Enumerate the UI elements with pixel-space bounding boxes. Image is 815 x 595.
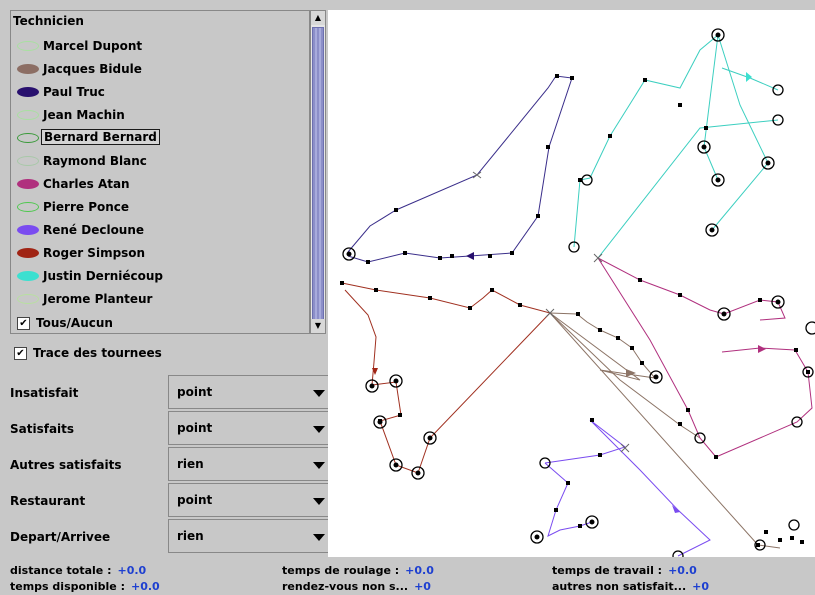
technician-item[interactable]: Pierre Ponce — [15, 196, 305, 218]
temps-travail: temps de travail : +0.0 — [552, 564, 697, 577]
technician-list-scrollbar[interactable]: ▲ ▼ — [310, 10, 326, 334]
technician-item[interactable]: Marcel Dupont — [15, 35, 305, 57]
technician-item[interactable]: Jerome Planteur — [15, 288, 305, 310]
temps-travail-value: +0.0 — [668, 564, 697, 577]
color-swatch-icon — [17, 41, 39, 51]
route-justin — [573, 34, 769, 248]
dropdown-arrow-icon — [313, 462, 325, 469]
route-jacques-bidule — [549, 312, 781, 549]
color-swatch-icon — [17, 156, 39, 166]
scroll-up-icon[interactable]: ▲ — [311, 11, 325, 25]
route-charles-atan — [597, 257, 786, 321]
dropdown-arrow-icon — [313, 426, 325, 433]
option-label: Depart/Arrivee — [10, 530, 111, 544]
rdv-non-satisfaits-value: +0 — [414, 580, 431, 593]
distance-totale: distance totale : +0.0 — [10, 564, 147, 577]
technician-item[interactable]: Paul Truc — [15, 81, 305, 103]
dropdown-arrow-icon — [313, 534, 325, 541]
route-justin-d — [721, 67, 779, 91]
technician-list: Technicien Marcel Dupont Jacques Bidule … — [10, 10, 310, 334]
route-map-canvas — [340, 28, 815, 557]
technician-item[interactable]: Roger Simpson — [15, 242, 305, 264]
option-row-restaurant: Restaurant point — [10, 483, 334, 517]
route-rene-decloune — [544, 419, 711, 557]
route-roger-simpson — [341, 282, 551, 474]
color-swatch-icon — [17, 64, 39, 74]
option-label: Restaurant — [10, 494, 86, 508]
color-swatch-icon — [17, 294, 39, 304]
route-map[interactable] — [328, 10, 815, 557]
color-swatch-icon — [17, 225, 39, 235]
temps-disponible: temps disponible : +0.0 — [10, 580, 160, 593]
technician-item[interactable]: Charles Atan — [15, 173, 305, 195]
all-none-checkbox[interactable]: ✔ — [17, 317, 30, 330]
route-justin-b — [597, 119, 779, 259]
color-swatch-icon — [17, 271, 39, 281]
technician-item[interactable]: Jean Machin — [15, 104, 305, 126]
route-paul-truc — [347, 75, 573, 263]
autres-non-satisfaits: autres non satisfait... +0 — [552, 580, 710, 593]
rdv-non-satisfaits: rendez-vous non s... +0 — [282, 580, 431, 593]
control-panel: Technicien Marcel Dupont Jacques Bidule … — [0, 0, 334, 557]
distance-totale-value: +0.0 — [117, 564, 147, 577]
option-row-autres-satisfaits: Autres satisfaits rien — [10, 447, 334, 481]
route-rene-decloune-b — [544, 462, 593, 537]
color-swatch-icon — [17, 110, 39, 120]
color-swatch-icon — [17, 248, 39, 258]
scrollbar-thumb[interactable] — [312, 27, 324, 325]
option-row-satisfaits: Satisfaits point — [10, 411, 334, 445]
trace-toggle[interactable]: ✔ Trace des tournees — [14, 346, 162, 360]
restaurant-select[interactable]: point — [168, 483, 334, 517]
scroll-down-icon[interactable]: ▼ — [311, 319, 325, 333]
trace-label: Trace des tournees — [33, 346, 162, 360]
option-label: Satisfaits — [10, 422, 75, 436]
option-label: Insatisfait — [10, 386, 79, 400]
dropdown-arrow-icon — [313, 498, 325, 505]
temps-roulage-value: +0.0 — [405, 564, 434, 577]
temps-disponible-value: +0.0 — [131, 580, 160, 593]
temps-roulage: temps de roulage : +0.0 — [282, 564, 434, 577]
option-row-insatisfait: Insatisfait point — [10, 375, 334, 409]
satisfaits-select[interactable]: point — [168, 411, 334, 445]
route-justin-c — [703, 34, 719, 181]
color-swatch-icon — [17, 87, 39, 97]
autres-non-satisfaits-value: +0 — [692, 580, 710, 593]
technician-item[interactable]: René Decloune — [15, 219, 305, 241]
technician-item[interactable]: Jacques Bidule — [15, 58, 305, 80]
route-charles-atan-b — [597, 257, 813, 458]
technician-list-header: Technicien — [13, 14, 84, 28]
status-bar: distance totale : +0.0 temps disponible :… — [0, 562, 815, 595]
all-none-toggle[interactable]: ✔ Tous/Aucun — [15, 312, 305, 333]
color-swatch-icon — [17, 202, 39, 212]
autres-satisfaits-select[interactable]: rien — [168, 447, 334, 481]
technician-item[interactable]: Justin Derniécoup — [15, 265, 305, 287]
route-jacques-bidule-b — [549, 312, 701, 439]
technician-item[interactable]: Raymond Blanc — [15, 150, 305, 172]
color-swatch-icon — [17, 133, 39, 143]
dropdown-arrow-icon — [313, 390, 325, 397]
depart-arrivee-select[interactable]: rien — [168, 519, 334, 553]
insatisfait-select[interactable]: point — [168, 375, 334, 409]
color-swatch-icon — [17, 179, 39, 189]
trace-checkbox[interactable]: ✔ — [14, 347, 27, 360]
option-label: Autres satisfaits — [10, 458, 122, 472]
technician-item[interactable]: Bernard Bernard — [15, 127, 305, 149]
option-row-depart-arrivee: Depart/Arrivee rien — [10, 519, 334, 553]
